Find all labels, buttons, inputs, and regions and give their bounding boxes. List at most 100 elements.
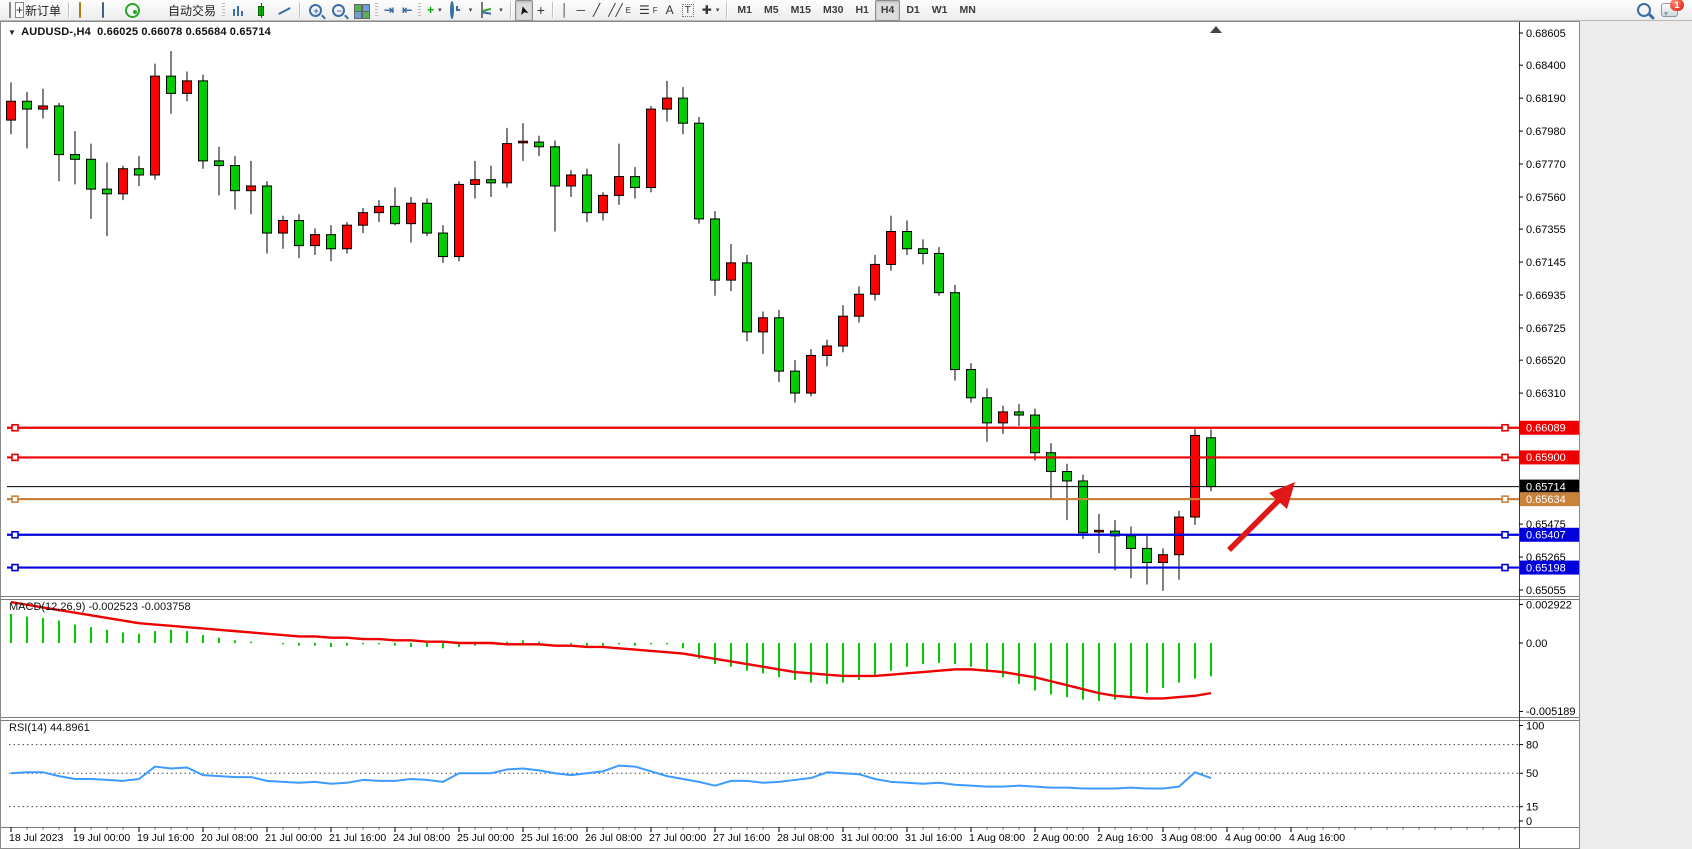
candle-body [262,185,272,234]
candle-body [566,174,576,187]
candle-body [150,75,160,176]
timeframe-m1-button[interactable]: M1 [737,4,752,16]
bar-chart-button[interactable] [227,0,250,21]
candle-body [246,185,256,192]
time-axis-label: 20 Jul 08:00 [201,832,258,844]
candle-body [582,174,592,214]
candles-layer[interactable] [6,51,1216,591]
toolbar-separator [68,2,71,18]
equidistant-channel-icon: ╱╱ [608,3,623,17]
candle-body [982,397,992,424]
axis-tick-label: 0.66310 [1526,388,1566,400]
candlestick-chart-button[interactable] [250,0,273,21]
candle-body [1126,535,1136,549]
candle-body [86,158,96,190]
search-icon[interactable] [1637,3,1651,17]
timeframe-h4-button[interactable]: H4 [874,0,901,21]
line-handle [1501,530,1509,539]
time-axis-label: 31 Jul 16:00 [905,832,962,844]
axis-tick-label: 0.67770 [1526,159,1566,171]
chart-window[interactable]: ▼ AUDUSD-,H4 0.66025 0.66078 0.65684 0.65… [0,21,1580,849]
price-line-label [1520,479,1579,494]
timeframe-m30-button[interactable]: M30 [823,4,844,16]
arrows-tool-button[interactable]: ✚ ▾ [701,3,720,17]
candle-body [198,80,208,162]
candle-body [438,232,448,258]
shift-marker[interactable] [1210,26,1222,33]
crosshair-icon: + [536,2,545,18]
fibonacci-tool-button[interactable]: ☰ F [635,0,662,21]
timeframe-mn-button[interactable]: MN [959,4,976,16]
candle-body [1046,452,1056,473]
candle-body [102,188,112,195]
toolbar-separator [726,2,729,18]
vertical-line-tool-button[interactable]: │ [557,0,573,21]
templates-button[interactable]: ▾ [476,0,507,21]
candle-body [54,105,64,156]
line-handle [11,563,19,572]
horizontal-lines-layer[interactable] [7,423,1519,572]
zoom-in-button[interactable]: + [304,0,327,21]
chart-shift-icon: ⇤ [402,3,413,17]
line-chart-button[interactable] [273,0,296,21]
timeframe-d1-button[interactable]: D1 [906,4,920,16]
timeframe-h1-button[interactable]: H1 [855,4,869,16]
axis-tick-label: 0.00 [1526,638,1547,650]
chart-shift-marker[interactable] [1210,26,1222,33]
candle-body [998,411,1008,424]
candle-body [646,108,656,189]
text-tool-button[interactable]: A [662,0,678,21]
line-handle [11,495,19,503]
axis-tick-label: 100 [1526,720,1544,732]
indicators-button[interactable]: + ▾ [427,3,442,17]
trendline-tool-button[interactable]: ╱ [589,0,604,21]
channel-tool-button[interactable]: ╱╱ E [604,0,635,21]
line-handle [11,530,19,539]
main-toolbar: + 新订单 自动交易 + − ⇥ ⇤ + ▾ ▾ ▾ ➤ + │ ─ ╱ ╱╱ E … [0,0,1692,21]
zoom-in-icon: + [309,3,323,17]
timeframe-m15-button[interactable]: M15 [790,4,811,16]
rsi-indicator-label: RSI(14) 44.8961 [9,722,90,734]
time-axis: 18 Jul 2023 19 Jul 00:00 19 Jul 16:00 20 Ju… [9,827,1516,844]
periods-button[interactable]: ▾ [446,0,477,21]
new-order-label: 新订单 [25,3,62,18]
autotrading-label: 自动交易 [168,3,217,18]
candle-body [310,234,320,247]
zoom-out-button[interactable]: − [327,0,350,21]
candle-body [630,176,640,189]
candle-body [358,212,368,226]
chevron-down-icon: ▼ [8,28,17,37]
candle-body [902,230,912,250]
candle-body [694,122,704,220]
candlestick-chart-icon [254,2,269,18]
signals-button[interactable] [119,0,146,21]
tile-windows-button[interactable] [350,0,373,21]
indicators-icon: + [427,3,435,17]
axis-tick-label: 0 [1526,816,1532,828]
crosshair-tool-button[interactable]: + [533,0,549,21]
chart-shift-button[interactable]: ⇤ [398,0,416,21]
metaeditor-button[interactable] [73,0,96,21]
autotrading-button[interactable]: 自动交易 [146,0,220,21]
annotation-arrow[interactable] [1227,482,1295,552]
auto-scroll-button[interactable]: ⇥ [380,0,398,21]
market-button[interactable] [96,0,119,21]
horizontal-line-tool-button[interactable]: ─ [572,0,589,21]
templates-icon [480,1,495,18]
candle-body [70,154,80,160]
time-axis-label: 27 Jul 00:00 [649,832,706,844]
line-handle [11,453,19,462]
chat-icon[interactable]: 1 [1661,0,1684,17]
text-label-tool-button[interactable]: T [678,0,698,21]
candle-body [1014,411,1024,416]
axis-tick-label: 0.67980 [1526,126,1566,138]
time-axis-label: 19 Jul 00:00 [73,832,130,844]
timeframe-w1-button[interactable]: W1 [931,4,948,16]
candle-body [1206,437,1216,488]
new-order-button[interactable]: + 新订单 [3,0,65,21]
cursor-tool-button[interactable]: ➤ [514,0,533,21]
candle-body [406,202,416,225]
chart-canvas[interactable]: 0.68605 0.68400 0.68190 0.67980 0.67770 0.675… [1,22,1579,848]
timeframe-m5-button[interactable]: M5 [763,4,779,16]
time-axis-label: 27 Jul 16:00 [713,832,770,844]
